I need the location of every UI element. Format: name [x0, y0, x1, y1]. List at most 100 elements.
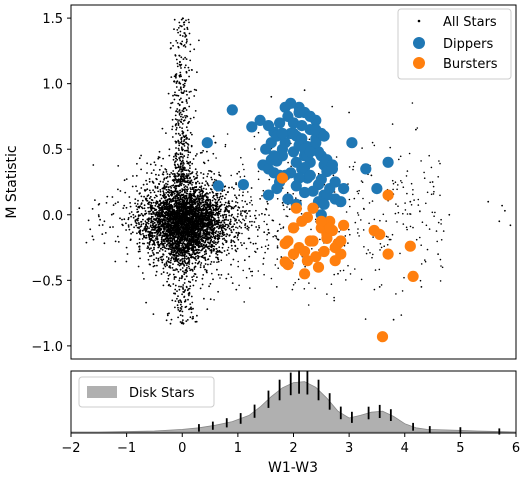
all-stars-point — [169, 42, 172, 44]
all-stars-point — [146, 200, 149, 202]
all-stars-point — [197, 232, 200, 235]
all-stars-point — [183, 255, 186, 258]
all-stars-point — [162, 157, 165, 160]
all-stars-point — [162, 253, 165, 256]
all-stars-point — [208, 245, 211, 248]
all-stars-point — [180, 168, 183, 171]
all-stars-point — [147, 210, 150, 213]
all-stars-point — [237, 233, 240, 236]
all-stars-point — [150, 213, 153, 216]
all-stars-point — [221, 219, 224, 222]
all-stars-point — [160, 207, 163, 209]
all-stars-point — [181, 227, 184, 230]
all-stars-point — [148, 213, 151, 215]
all-stars-point — [159, 189, 162, 191]
all-stars-point — [187, 257, 189, 260]
all-stars-point — [292, 193, 295, 195]
all-stars-point — [230, 276, 233, 279]
all-stars-point — [179, 307, 182, 309]
all-stars-point — [203, 246, 206, 248]
all-stars-point — [227, 200, 230, 203]
all-stars-point — [179, 314, 182, 316]
all-stars-point — [185, 173, 188, 175]
all-stars-point — [235, 182, 238, 184]
all-stars-point — [188, 91, 191, 93]
all-stars-point — [160, 165, 163, 167]
all-stars-point — [190, 188, 192, 191]
all-stars-point — [170, 250, 173, 253]
all-stars-point — [140, 212, 143, 215]
all-stars-point — [239, 221, 242, 223]
all-stars-point — [180, 67, 182, 69]
all-stars-point — [196, 174, 199, 177]
all-stars-point — [193, 88, 196, 91]
all-stars-point — [173, 179, 176, 182]
all-stars-point — [215, 226, 218, 228]
all-stars-point — [161, 223, 163, 226]
all-stars-point — [277, 267, 280, 270]
all-stars-point — [235, 231, 238, 234]
all-stars-point — [179, 159, 182, 162]
all-stars-point — [165, 185, 168, 188]
all-stars-point — [175, 220, 178, 223]
all-stars-point — [173, 214, 176, 217]
all-stars-point — [276, 246, 279, 249]
all-stars-point — [139, 192, 141, 195]
all-stars-point — [183, 195, 186, 198]
all-stars-point — [139, 257, 141, 260]
all-stars-point — [238, 206, 241, 209]
all-stars-point — [122, 224, 124, 227]
all-stars-point — [197, 210, 200, 213]
all-stars-point — [244, 224, 246, 227]
all-stars-point — [291, 288, 294, 291]
all-stars-point — [196, 71, 198, 74]
all-stars-point — [221, 238, 224, 240]
all-stars-point — [196, 236, 198, 239]
all-stars-point — [226, 226, 229, 229]
all-stars-point — [190, 194, 193, 197]
all-stars-point — [163, 177, 166, 180]
all-stars-point — [207, 216, 210, 218]
all-stars-point — [173, 276, 176, 279]
all-stars-point — [189, 269, 192, 272]
all-stars-point — [256, 247, 259, 250]
all-stars-point — [195, 240, 198, 243]
all-stars-point — [188, 202, 190, 205]
all-stars-point — [241, 215, 243, 217]
all-stars-point — [166, 280, 169, 283]
all-stars-point — [236, 221, 238, 224]
all-stars-point — [212, 233, 215, 236]
all-stars-point — [218, 225, 221, 228]
all-stars-point — [172, 158, 175, 161]
all-stars-point — [223, 189, 226, 192]
all-stars-point — [187, 280, 190, 283]
all-stars-point — [178, 210, 180, 212]
all-stars-point — [157, 215, 160, 218]
all-stars-point — [401, 290, 404, 292]
all-stars-point — [172, 219, 174, 222]
all-stars-point — [197, 261, 200, 264]
all-stars-point — [175, 82, 178, 84]
all-stars-point — [164, 265, 167, 268]
all-stars-point — [154, 225, 157, 228]
all-stars-point — [177, 94, 180, 97]
all-stars-point — [193, 198, 196, 201]
all-stars-point — [147, 258, 150, 261]
all-stars-point — [232, 216, 235, 219]
all-stars-point — [204, 216, 207, 219]
all-stars-point — [187, 151, 190, 154]
all-stars-point — [176, 111, 179, 113]
all-stars-point — [241, 210, 244, 212]
all-stars-point — [174, 212, 176, 215]
all-stars-point — [239, 214, 242, 216]
all-stars-point — [148, 237, 151, 240]
all-stars-point — [190, 249, 193, 251]
all-stars-point — [149, 255, 151, 258]
all-stars-point — [380, 246, 383, 249]
all-stars-point — [179, 229, 182, 231]
all-stars-point — [186, 28, 189, 30]
all-stars-point — [148, 236, 151, 239]
all-stars-point — [183, 264, 186, 267]
all-stars-point — [183, 23, 186, 26]
all-stars-point — [186, 115, 189, 118]
